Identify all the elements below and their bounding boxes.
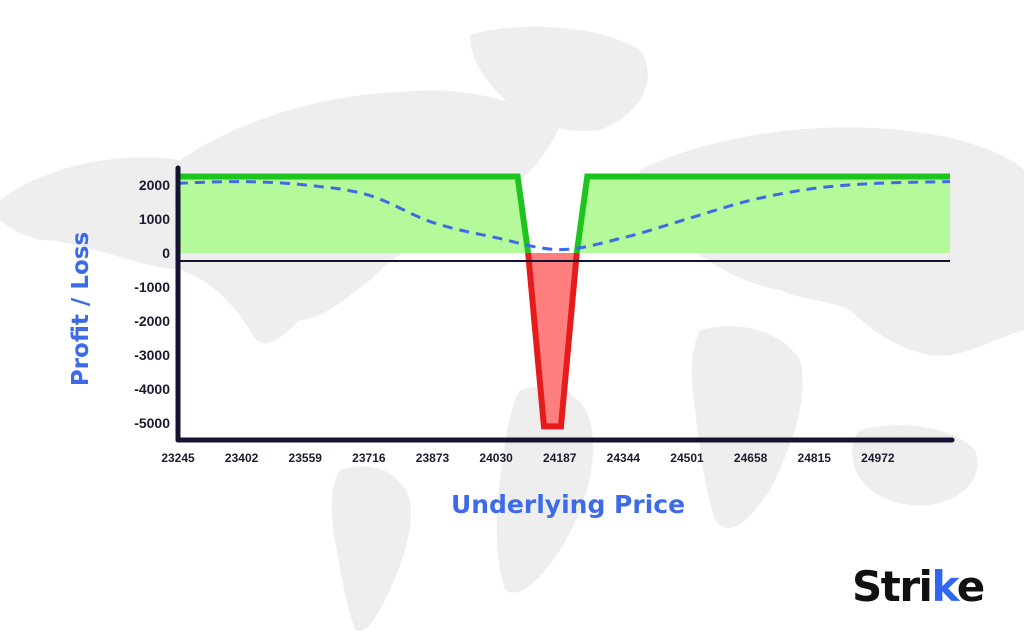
x-tick-label: 24815 [798,451,832,465]
x-tick-label: 24501 [670,451,704,465]
dashed-curve [177,180,951,252]
x-tick-label: 24972 [861,451,895,465]
y-tick-label: -3000 [134,347,170,363]
payoff-line-loss [525,252,580,430]
x-tick-labels: 23245 23402 23559 23716 23873 24030 24187 24344… [161,451,895,465]
line-layer [177,173,951,430]
x-tick-label: 23245 [161,451,195,465]
x-axis-label: Underlying Price [451,490,685,519]
x-tick-label: 23716 [352,451,386,465]
logo-text: Strike [852,562,985,611]
x-tick-label: 24344 [607,451,641,465]
y-tick-labels: 2000 1000 0 -1000 -2000 -3000 -4000 -5000 [134,177,170,431]
y-tick-label: -2000 [134,313,170,329]
profit-area-left [178,176,529,253]
y-tick-label: 2000 [139,177,170,193]
y-tick-label: -1000 [134,279,170,295]
strike-logo: Strike [852,566,985,608]
x-tick-label: 23402 [225,451,259,465]
y-tick-label: 0 [162,245,170,261]
x-tick-label: 24030 [479,451,513,465]
y-tick-label: 1000 [139,211,170,227]
payoff-line-profit-left [178,173,532,254]
y-axis-label: Profit / Loss [68,232,94,386]
x-tick-label: 24658 [734,451,768,465]
x-tick-label: 24187 [543,451,577,465]
payoff-line-profit-right [573,173,950,254]
y-tick-label: -4000 [134,381,170,397]
y-tick-label: -5000 [134,415,170,431]
x-tick-label: 23873 [416,451,450,465]
logo-accent-letter: k [931,562,958,611]
x-tick-label: 23559 [289,451,323,465]
profit-area-right [576,176,950,253]
